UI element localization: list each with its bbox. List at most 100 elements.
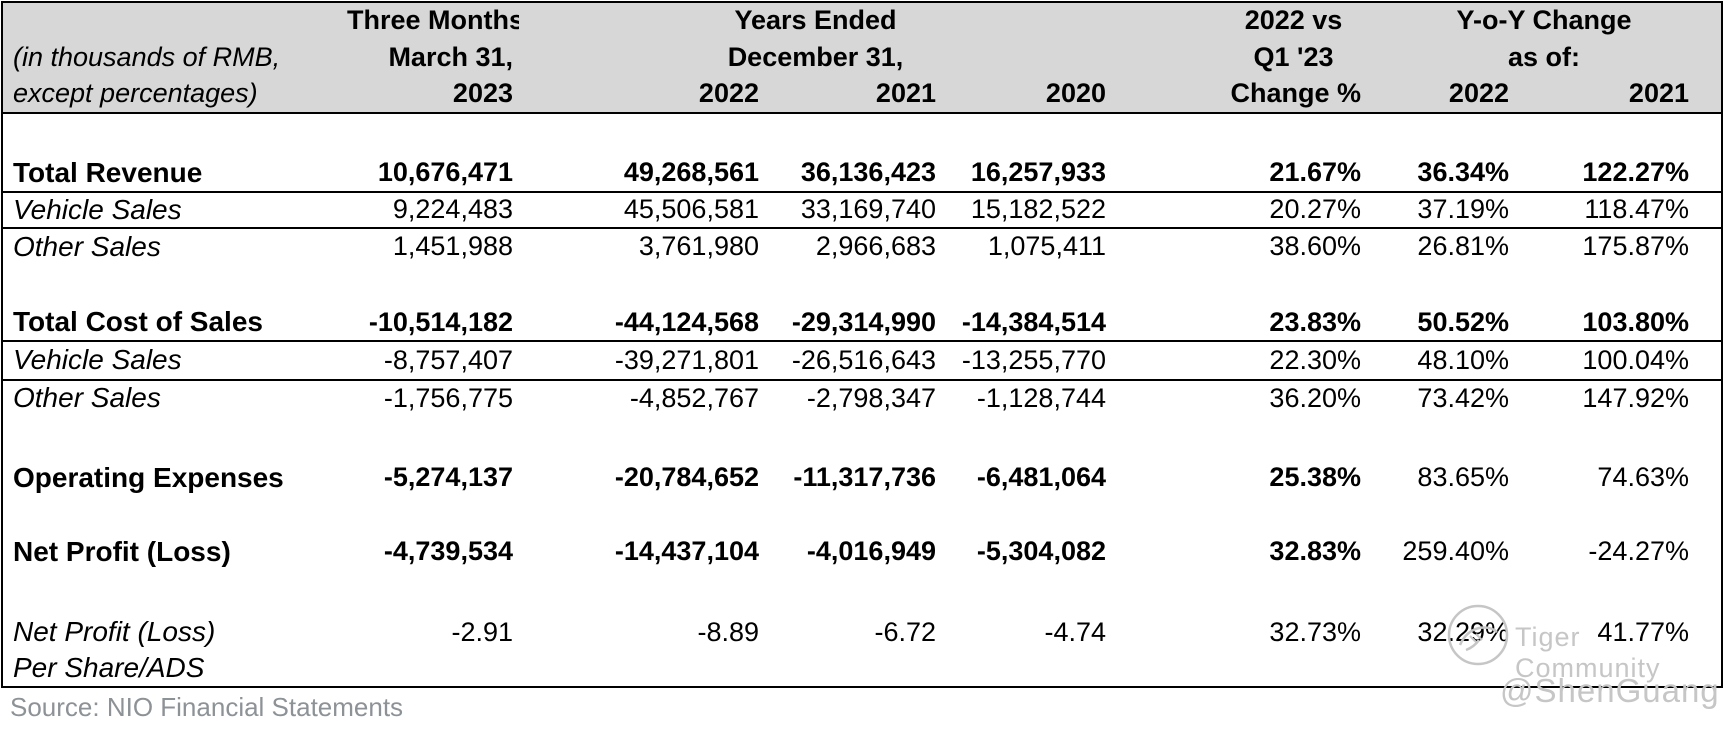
row-label: Vehicle Sales: [2, 192, 347, 229]
table-row-other-sales: Other Sales 1,451,988 3,761,980 2,966,683 1,…: [2, 228, 1722, 265]
spacer-cell: [2, 570, 1722, 614]
row-label: Net Profit (Loss) Per Share/ADS: [13, 616, 216, 683]
value-cell: -26,516,643: [765, 341, 942, 381]
value-cell: 36,136,423: [765, 155, 942, 193]
table-row-vehicle-sales: Vehicle Sales 9,224,483 45,506,581 33,169,7…: [2, 192, 1722, 229]
value-cell: 32.83%: [1269, 536, 1361, 567]
table-row-net-profit-loss-per-share-ads: Net Profit (Loss) Per Share/ADS -2.91 -8.89…: [2, 614, 1722, 687]
value-cell: -6.72: [874, 617, 936, 647]
header-years-ended: Years Ended: [519, 2, 1112, 39]
row-label: Vehicle Sales: [2, 341, 347, 381]
value-cell: 74.63%: [1597, 462, 1689, 493]
value-cell: 2,966,683: [815, 231, 936, 262]
spacer-row: [2, 496, 1722, 534]
value-cell: 175.87%: [1582, 231, 1689, 262]
value-cell: 33,169,740: [765, 192, 942, 229]
value-cell: -44,124,568: [519, 305, 765, 342]
header-row-2: (in thousands of RMB, March 31, December…: [2, 39, 1722, 76]
value-cell: 49,268,561: [519, 155, 765, 193]
value-cell: -2,798,347: [806, 382, 936, 413]
header-three-months: Three Months: [347, 2, 519, 39]
value-cell: 20.27%: [1112, 192, 1367, 229]
header-row-3: except percentages) 2023 2022 2021 2020 …: [2, 76, 1722, 114]
value-cell: 103.80%: [1515, 305, 1722, 342]
value-cell: -14,437,104: [614, 536, 759, 567]
table-row-operating-expenses: Operating Expenses -5,274,137 -20,784,652 -…: [2, 460, 1722, 496]
value-cell: -5,274,137: [383, 462, 513, 493]
value-cell: 45,506,581: [519, 192, 765, 229]
value-cell: 9,224,483: [347, 192, 519, 229]
value-cell: 100.04%: [1515, 341, 1722, 381]
value-cell: 15,182,522: [942, 192, 1112, 229]
header-year-2020: 2020: [942, 76, 1112, 114]
row-label: Total Cost of Sales: [2, 305, 347, 342]
value-cell: 37.19%: [1367, 192, 1515, 229]
spacer-row: [2, 265, 1722, 305]
table-row-net-profit-loss: Net Profit (Loss) -4,739,534 -14,437,104 -4…: [2, 534, 1722, 570]
header-yoy-change: Y-o-Y Change: [1367, 2, 1722, 39]
table-row-vehicle-sales: Vehicle Sales -8,757,407 -39,271,801 -26,51…: [2, 341, 1722, 381]
header-year-2023: 2023: [347, 76, 519, 114]
value-cell: 73.42%: [1417, 382, 1509, 413]
value-cell: -6,481,064: [976, 462, 1106, 493]
value-cell: 118.47%: [1515, 192, 1722, 229]
value-cell: 25.38%: [1269, 462, 1361, 493]
spacer-row: [2, 416, 1722, 460]
header-2022-vs: 2022 vs: [1112, 2, 1367, 39]
spacer-cell: [2, 265, 1722, 305]
value-cell: 10,676,471: [347, 155, 519, 193]
financial-table: Three Months Years Ended 2022 vs Y-o-Y C…: [1, 1, 1723, 688]
value-cell: 147.92%: [1582, 382, 1689, 413]
value-cell: -1,756,775: [383, 382, 513, 413]
value-cell: 1,075,411: [987, 231, 1106, 262]
value-cell: -11,317,736: [793, 462, 936, 493]
value-cell: -13,255,770: [942, 341, 1112, 381]
value-cell: -4,016,949: [806, 536, 936, 567]
value-cell: 3,761,980: [638, 231, 759, 262]
spacer-row: [2, 570, 1722, 614]
header-yoy-2022: 2022: [1367, 76, 1515, 114]
value-cell: -14,384,514: [942, 305, 1112, 342]
row-label: Total Revenue: [2, 155, 347, 193]
value-cell: 122.27%: [1515, 155, 1722, 193]
value-cell: -5,304,082: [976, 536, 1106, 567]
table-row-total-revenue: Total Revenue 10,676,471 49,268,561 36,136,…: [2, 155, 1722, 193]
header-row-1: Three Months Years Ended 2022 vs Y-o-Y C…: [2, 2, 1722, 39]
value-cell: -4.74: [1044, 617, 1106, 647]
table-row-other-sales: Other Sales -1,756,775 -4,852,767 -2,798,34…: [2, 380, 1722, 416]
header-march-31: March 31,: [347, 39, 519, 76]
value-cell: -8.89: [697, 617, 759, 647]
header-year-2021: 2021: [765, 76, 942, 114]
value-cell: 36.34%: [1367, 155, 1515, 193]
value-cell: 38.60%: [1269, 231, 1361, 262]
row-label: Other Sales: [13, 382, 161, 414]
row-label: Operating Expenses: [13, 461, 284, 493]
value-cell: 41.77%: [1597, 617, 1689, 647]
value-cell: 22.30%: [1112, 341, 1367, 381]
table-row-total-cost-of-sales: Total Cost of Sales -10,514,182 -44,124,56…: [2, 305, 1722, 342]
spacer-cell: [2, 113, 1722, 155]
row-label: Net Profit (Loss): [13, 535, 231, 567]
value-cell: 32.29%: [1417, 617, 1509, 647]
value-cell: -8,757,407: [347, 341, 519, 381]
value-cell: 83.65%: [1417, 462, 1509, 493]
value-cell: 32.73%: [1269, 617, 1361, 647]
header-note-spacer: [2, 2, 347, 39]
header-q1-23: Q1 '23: [1112, 39, 1367, 76]
table-header: Three Months Years Ended 2022 vs Y-o-Y C…: [2, 2, 1722, 114]
value-cell: -2.91: [451, 617, 513, 647]
value-cell: 48.10%: [1367, 341, 1515, 381]
value-cell: -4,739,534: [383, 536, 513, 567]
header-year-2022: 2022: [519, 76, 765, 114]
value-cell: 16,257,933: [942, 155, 1112, 193]
header-as-of: as of:: [1367, 39, 1722, 76]
header-december-31: December 31,: [519, 39, 1112, 76]
spacer-cell: [2, 416, 1722, 460]
header-unit-note-line1: (in thousands of RMB,: [2, 39, 347, 76]
value-cell: -10,514,182: [347, 305, 519, 342]
value-cell: -29,314,990: [765, 305, 942, 342]
header-unit-note-line2: except percentages): [2, 76, 347, 114]
spacer-row: [2, 113, 1722, 155]
header-yoy-2021: 2021: [1515, 76, 1722, 114]
